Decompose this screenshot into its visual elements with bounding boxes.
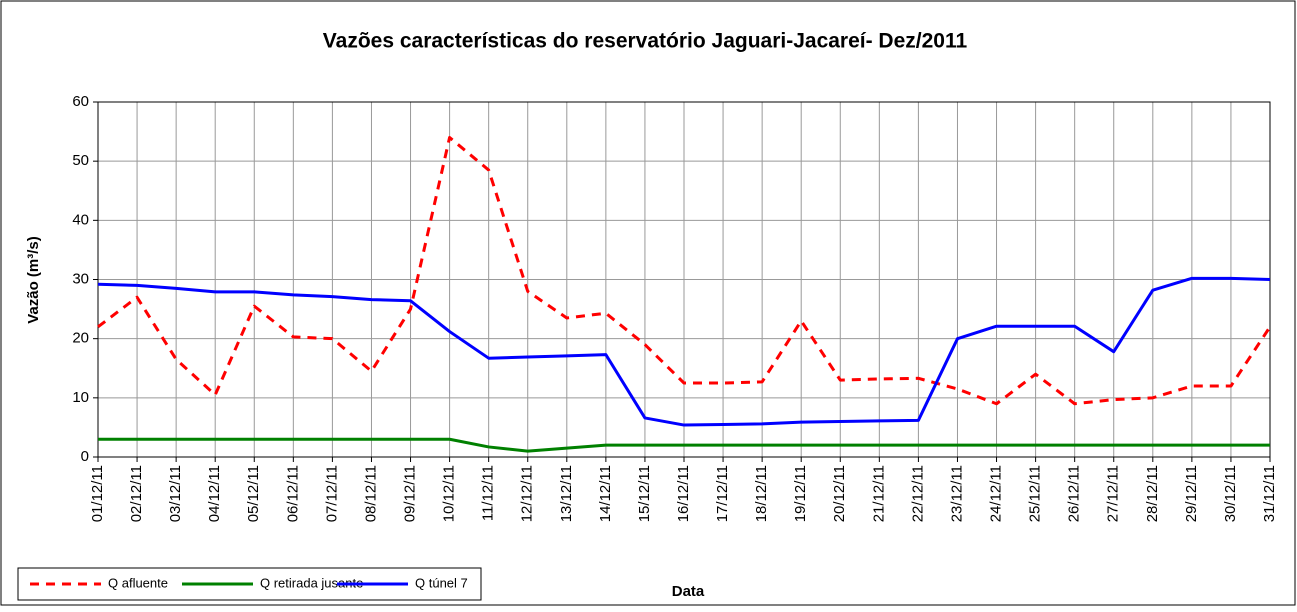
x-tick-label: 09/12/11 xyxy=(402,465,419,522)
x-tick-label: 20/12/11 xyxy=(831,465,848,522)
x-tick-label: 17/12/11 xyxy=(714,465,731,522)
x-tick-label: 04/12/11 xyxy=(206,465,223,522)
x-tick-label: 12/12/11 xyxy=(519,465,536,522)
x-tick-label: 02/12/11 xyxy=(128,465,145,522)
y-tick-label: 30 xyxy=(72,270,89,287)
series-line xyxy=(98,437,1270,453)
x-tick-label: 18/12/11 xyxy=(753,465,770,522)
x-tick-label: 22/12/11 xyxy=(909,465,926,522)
x-tick-label: 01/12/11 xyxy=(89,465,106,522)
y-tick-label: 10 xyxy=(72,389,89,406)
x-tick-label: 25/12/11 xyxy=(1027,465,1044,522)
x-tick-label: 28/12/11 xyxy=(1144,465,1161,522)
x-tick-label: 16/12/11 xyxy=(675,465,692,522)
x-tick-label: 21/12/11 xyxy=(870,465,887,522)
x-tick-label: 14/12/11 xyxy=(597,465,614,522)
y-tick-label: 20 xyxy=(72,330,89,347)
x-tick-label: 27/12/11 xyxy=(1105,465,1122,522)
chart-title: Vazões características do reservatório J… xyxy=(323,30,968,53)
x-tick-label: 26/12/11 xyxy=(1066,465,1083,522)
x-tick-label: 03/12/11 xyxy=(167,465,184,522)
legend-label: Q retirada jusante xyxy=(260,575,363,590)
x-tick-label: 07/12/11 xyxy=(323,465,340,522)
x-tick-label: 29/12/11 xyxy=(1183,465,1200,522)
x-tick-label: 08/12/11 xyxy=(362,465,379,522)
legend-label: Q túnel 7 xyxy=(415,575,468,590)
x-tick-label: 30/12/11 xyxy=(1222,465,1239,522)
x-tick-label: 31/12/11 xyxy=(1261,465,1278,522)
x-tick-label: 24/12/11 xyxy=(988,465,1005,522)
x-tick-label: 19/12/11 xyxy=(792,465,809,522)
y-tick-label: 60 xyxy=(72,93,89,110)
x-tick-label: 13/12/11 xyxy=(558,465,575,522)
x-axis-label: Data xyxy=(672,583,705,600)
x-tick-label: 05/12/11 xyxy=(245,465,262,522)
y-axis-label: Vazão (m³/s) xyxy=(25,236,42,324)
x-tick-label: 10/12/11 xyxy=(441,465,458,522)
x-tick-label: 15/12/11 xyxy=(636,465,653,522)
legend-label: Q afluente xyxy=(108,575,168,590)
x-tick-label: 11/12/11 xyxy=(480,465,497,521)
series-line xyxy=(97,136,1272,406)
x-tick-label: 06/12/11 xyxy=(284,465,301,522)
y-tick-label: 50 xyxy=(72,152,89,169)
x-tick-label: 23/12/11 xyxy=(948,465,965,522)
y-tick-label: 0 xyxy=(81,448,89,465)
y-tick-label: 40 xyxy=(72,211,89,228)
series-line xyxy=(97,276,1271,427)
